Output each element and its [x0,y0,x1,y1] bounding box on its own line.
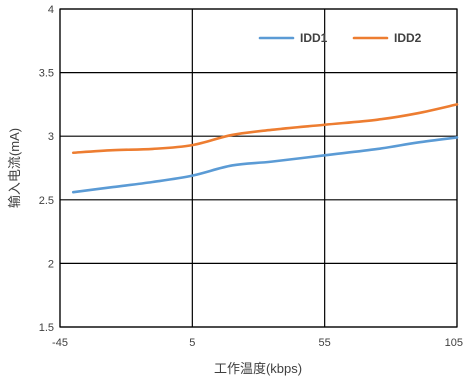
legend: IDD1 IDD2 [258,31,422,45]
legend-label-idd2: IDD2 [394,31,422,45]
y-tick-label-1: 2 [48,258,54,270]
y-axis-title: 输入电流(mA) [7,128,22,208]
legend-label-idd1: IDD1 [300,31,328,45]
x-tick-label-1: 5 [189,337,195,349]
series-line-idd1 [71,136,459,194]
y-tick-label-0: 1.5 [39,322,54,334]
y-tick-labels: 1.5 2 2.5 3 3.5 4 [39,4,54,334]
plot-area-border [59,8,458,328]
y-tick-label-4: 3.5 [39,68,54,80]
grid-lines [59,8,458,328]
series-lines [71,103,459,194]
x-tick-label-2: 55 [319,337,331,349]
y-tick-label-2: 2.5 [39,195,54,207]
x-tick-label-3: 105 [445,337,463,349]
x-tick-labels: -45 5 55 105 [52,337,463,349]
x-axis-title: 工作温度(kbps) [214,361,302,376]
series-line-idd2 [71,103,459,155]
y-tick-label-5: 4 [48,4,54,16]
x-tick-label-0: -45 [52,337,68,349]
y-tick-label-3: 3 [48,131,54,143]
